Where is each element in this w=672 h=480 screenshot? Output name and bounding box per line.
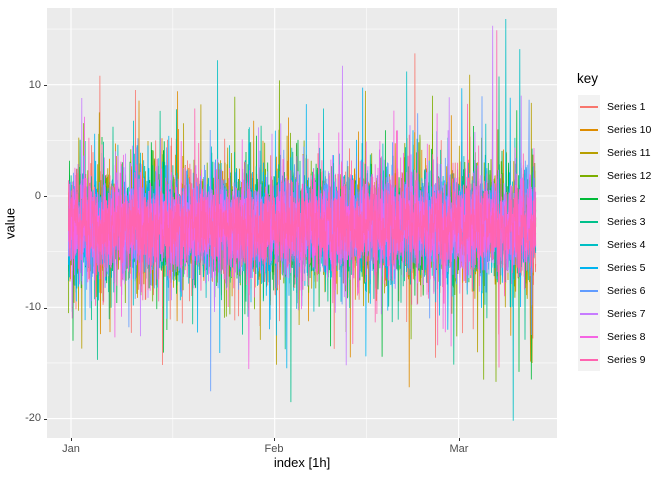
- legend-item: Series 6: [578, 279, 651, 302]
- legend-key-box: [578, 95, 600, 118]
- legend-label: Series 11: [607, 146, 651, 159]
- legend-key-box: [578, 141, 600, 164]
- legend-key-box: [578, 164, 600, 187]
- legend-key-box: [578, 256, 600, 279]
- legend-item: Series 10: [578, 118, 651, 141]
- legend-key-box: [578, 348, 600, 371]
- legend-label: Series 5: [607, 261, 646, 274]
- y-axis-tick-mark: [44, 419, 47, 420]
- y-tick-label-n10: -10: [25, 301, 41, 313]
- legend-key-box: [578, 210, 600, 233]
- legend-line-swatch: [580, 151, 598, 154]
- legend-item: Series 2: [578, 187, 651, 210]
- legend-label: Series 6: [607, 284, 646, 297]
- y-axis-tick-mark: [44, 308, 47, 309]
- y-tick-label-n20: -20: [25, 412, 41, 424]
- legend-item: Series 7: [578, 302, 651, 325]
- legend-item: Series 12: [578, 164, 651, 187]
- legend-line-swatch: [580, 243, 598, 246]
- legend-line-swatch: [580, 174, 598, 177]
- y-tick-label-0: 0: [34, 190, 41, 202]
- legend-item: Series 11: [578, 141, 651, 164]
- plot-canvas: [47, 8, 557, 438]
- x-axis-tick-mark: [274, 438, 275, 441]
- legend-title: key: [577, 71, 599, 86]
- legend-key-box: [578, 279, 600, 302]
- legend-line-swatch: [580, 197, 598, 200]
- y-tick-label-10: 10: [28, 79, 41, 91]
- legend-item: Series 8: [578, 325, 651, 348]
- y-axis-tick-mark: [44, 196, 47, 197]
- legend-item: Series 3: [578, 210, 651, 233]
- legend-key-box: [578, 233, 600, 256]
- legend-label: Series 2: [607, 192, 646, 205]
- legend-item: Series 4: [578, 233, 651, 256]
- legend-line-swatch: [580, 358, 598, 361]
- legend-label: Series 9: [607, 353, 646, 366]
- legend-label: Series 1: [607, 100, 646, 113]
- legend-label: Series 12: [607, 169, 652, 182]
- legend-line-swatch: [580, 289, 598, 292]
- legend: Series 1 Series 10 Series 11 Series 12 Serie…: [578, 95, 651, 371]
- legend-key-box: [578, 187, 600, 210]
- x-axis-title: index [1h]: [273, 455, 331, 470]
- legend-item: Series 9: [578, 348, 651, 371]
- x-tick-label-mar: Mar: [449, 443, 469, 455]
- legend-line-swatch: [580, 335, 598, 338]
- y-axis-tick-mark: [44, 85, 47, 86]
- legend-line-swatch: [580, 220, 598, 223]
- legend-label: Series 3: [607, 215, 646, 228]
- legend-line-swatch: [580, 266, 598, 269]
- legend-item: Series 5: [578, 256, 651, 279]
- legend-line-swatch: [580, 128, 598, 131]
- legend-key-box: [578, 302, 600, 325]
- x-axis-tick-mark: [71, 438, 72, 441]
- plot-panel: [47, 8, 557, 438]
- legend-label: Series 7: [607, 307, 646, 320]
- x-tick-label-feb: Feb: [264, 443, 284, 455]
- legend-line-swatch: [580, 312, 598, 315]
- legend-key-box: [578, 325, 600, 348]
- x-tick-label-jan: Jan: [62, 443, 80, 455]
- legend-item: Series 1: [578, 95, 651, 118]
- legend-label: Series 10: [607, 123, 652, 136]
- legend-line-swatch: [580, 105, 598, 108]
- legend-key-box: [578, 118, 600, 141]
- series-line-series-9: [68, 30, 537, 368]
- x-axis-tick-mark: [459, 438, 460, 441]
- legend-label: Series 4: [607, 238, 646, 251]
- legend-label: Series 8: [607, 330, 646, 343]
